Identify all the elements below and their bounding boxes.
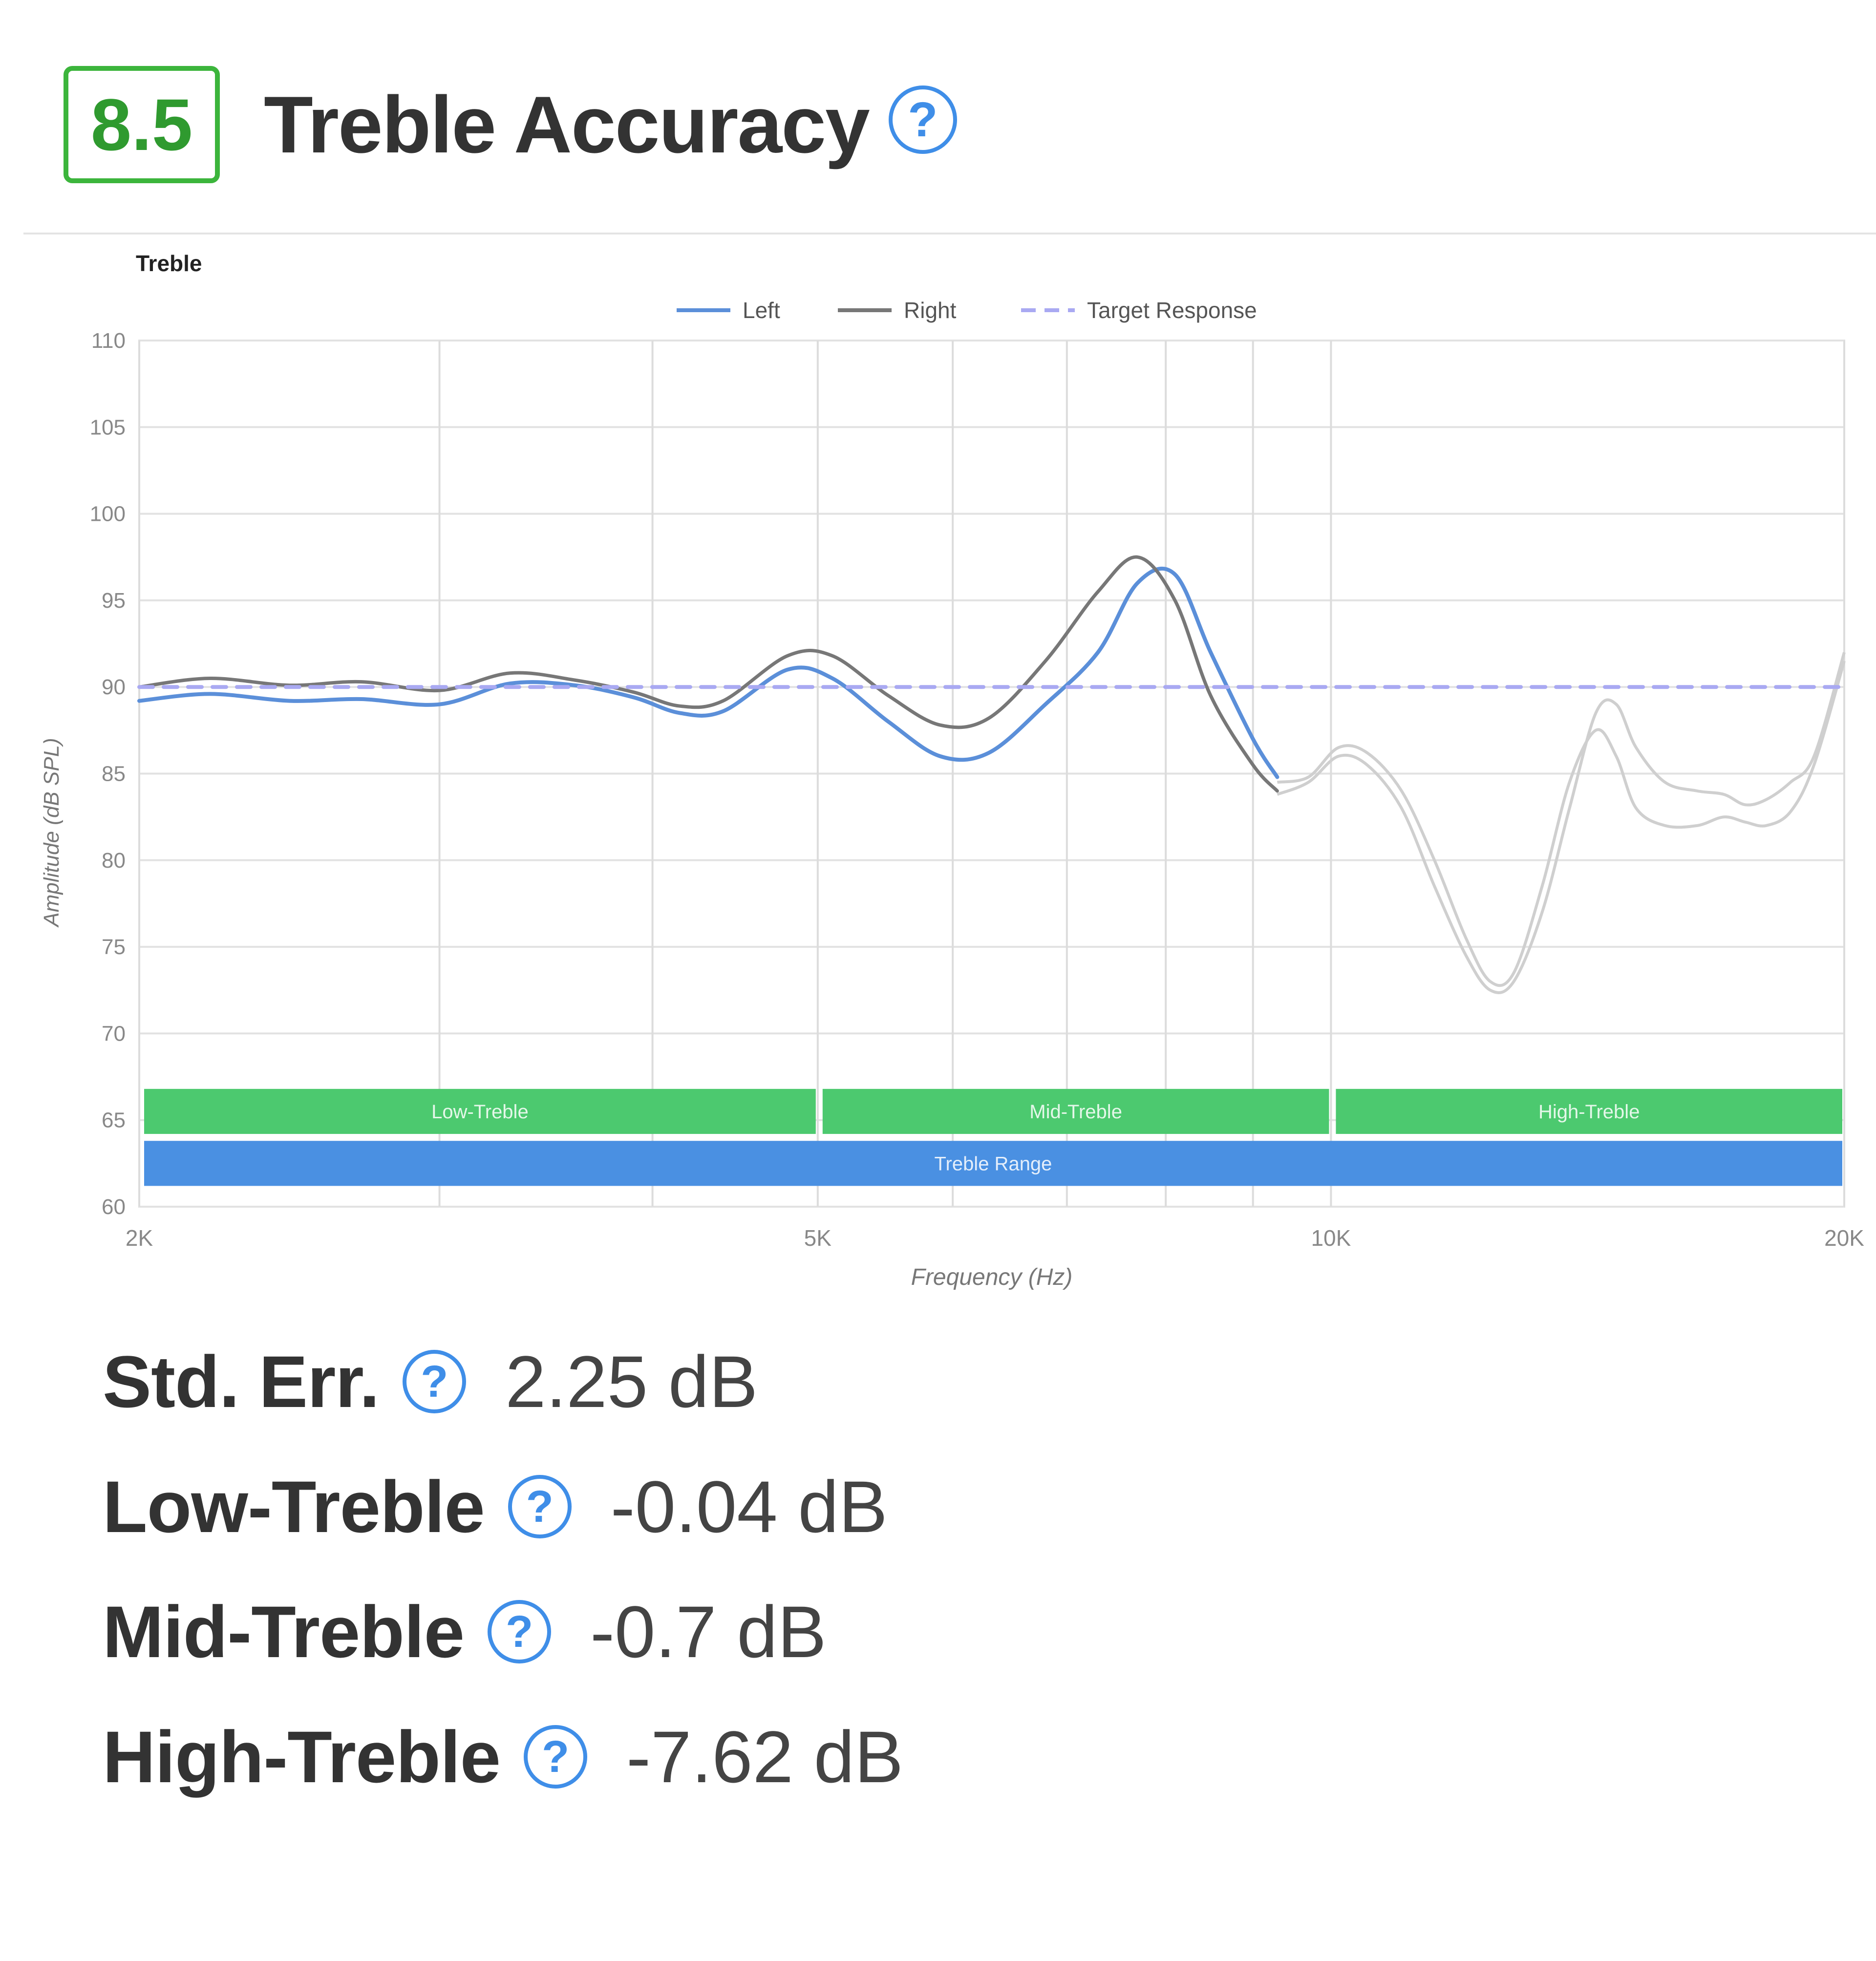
stat-label: Std. Err.: [103, 1340, 380, 1423]
faded-series-line: [1277, 652, 1846, 995]
stat-row-std-err: Std. Err. ? 2.25 dB: [103, 1319, 903, 1444]
y-tick-label: 110: [91, 329, 126, 353]
score-header: 8.5 Treble Accuracy ?: [64, 64, 957, 186]
y-tick-label: 75: [102, 935, 126, 959]
range-band: [1336, 1088, 1842, 1134]
y-tick-label: 95: [102, 589, 126, 613]
range-band: [144, 1141, 1842, 1186]
series-line-left: [137, 566, 1279, 779]
x-tick-label: 2K: [126, 1225, 153, 1251]
y-tick-label: 105: [90, 415, 126, 439]
range-band-label: High-Treble: [1538, 1101, 1640, 1123]
y-tick-label: 100: [90, 502, 126, 526]
x-tick-label: 5K: [804, 1225, 832, 1251]
range-band-label: Treble Range: [935, 1153, 1052, 1174]
range-band: [144, 1088, 816, 1134]
y-tick-label: 65: [102, 1108, 126, 1132]
help-icon[interactable]: ?: [888, 85, 957, 154]
range-band: [822, 1088, 1329, 1134]
chart-title: Treble: [136, 251, 202, 276]
stat-value: -0.7 dB: [590, 1590, 827, 1673]
x-axis-label: Frequency (Hz): [911, 1264, 1073, 1290]
help-icon[interactable]: ?: [488, 1600, 552, 1663]
stat-row-low-treble: Low-Treble ? -0.04 dB: [103, 1444, 903, 1569]
y-tick-label: 90: [102, 675, 126, 699]
x-tick-label: 20K: [1824, 1225, 1864, 1251]
stat-value: 2.25 dB: [505, 1340, 758, 1423]
help-icon[interactable]: ?: [508, 1475, 572, 1538]
range-band-label: Low-Treble: [431, 1101, 529, 1123]
legend-label: Right: [904, 298, 957, 323]
range-band-label: Mid-Treble: [1029, 1101, 1122, 1123]
series-line-right: [137, 555, 1279, 793]
x-tick-label: 10K: [1311, 1225, 1351, 1251]
section-title: Treble Accuracy: [264, 79, 870, 170]
stats-list: Std. Err. ? 2.25 dB Low-Treble ? -0.04 d…: [103, 1319, 903, 1819]
help-icon[interactable]: ?: [524, 1725, 588, 1789]
header-divider: [23, 233, 1876, 234]
stat-label: High-Treble: [103, 1715, 501, 1798]
stat-value: -0.04 dB: [610, 1465, 888, 1548]
help-icon[interactable]: ?: [403, 1350, 467, 1413]
legend-label: Target Response: [1087, 298, 1257, 323]
stat-label: Low-Treble: [103, 1465, 485, 1548]
y-tick-label: 60: [102, 1195, 126, 1219]
stat-label: Mid-Treble: [103, 1590, 465, 1673]
stat-row-mid-treble: Mid-Treble ? -0.7 dB: [103, 1569, 903, 1694]
legend-label: Left: [743, 298, 780, 323]
score-badge: 8.5: [64, 66, 220, 183]
stat-row-high-treble: High-Treble ? -7.62 dB: [103, 1694, 903, 1819]
faded-series-line: [1277, 661, 1846, 987]
treble-chart: Treble 60 65 70 75 80 85 90 95 100 105 110 2K 5K 10K 20…: [40, 251, 1864, 1290]
y-axis-label: Amplitude (dB SPL): [40, 738, 64, 928]
y-tick-label: 80: [102, 849, 126, 873]
stat-value: -7.62 dB: [626, 1715, 904, 1798]
y-tick-label: 70: [102, 1022, 126, 1045]
y-tick-label: 85: [102, 762, 126, 786]
